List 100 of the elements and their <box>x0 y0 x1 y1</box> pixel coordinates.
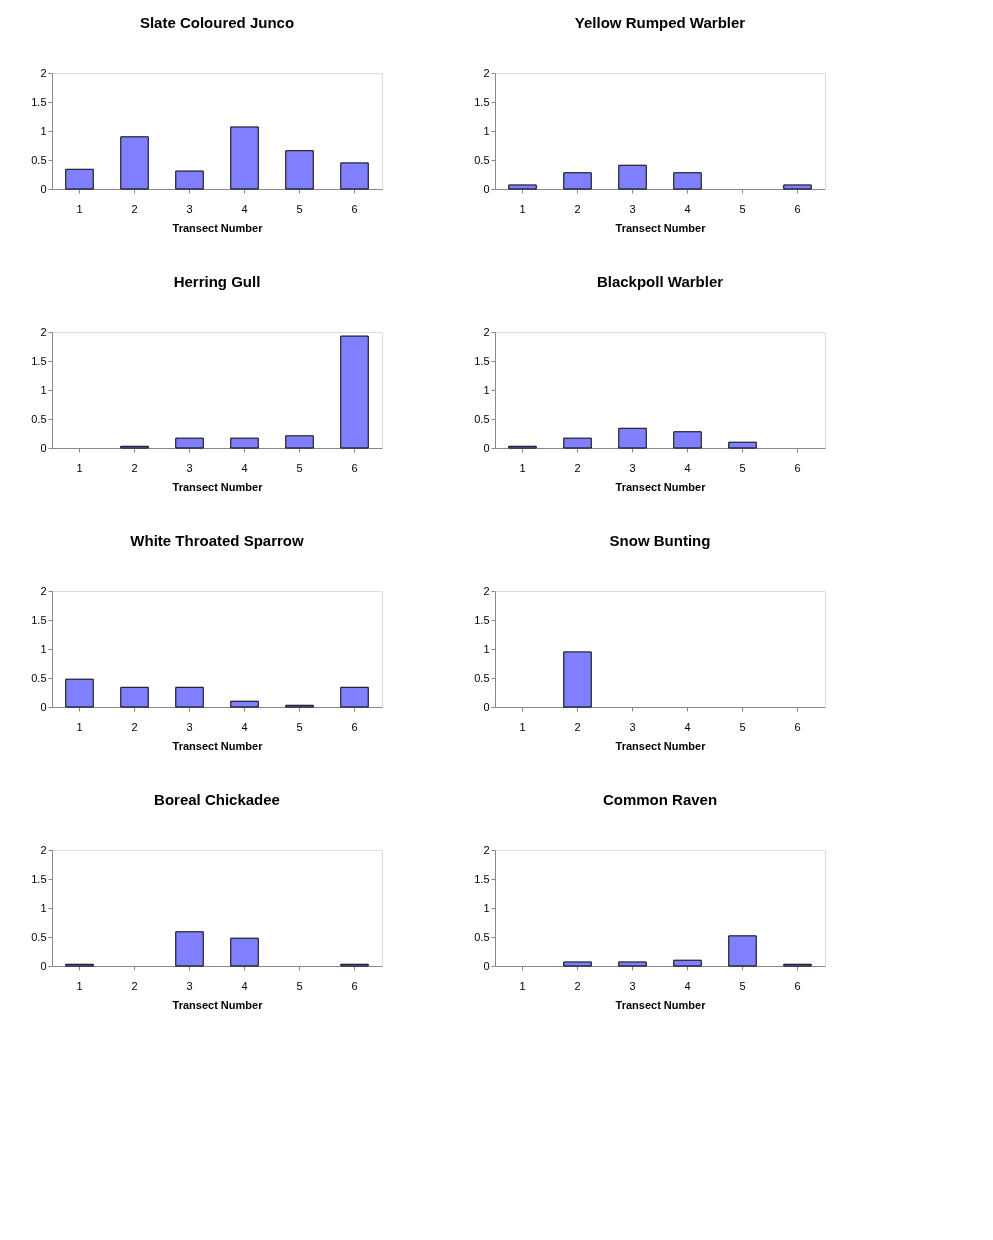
y-tick-label: 1.5 <box>31 613 47 626</box>
bar <box>230 937 259 967</box>
chart-title: Herring Gull <box>173 273 261 290</box>
x-tick-label: 4 <box>684 979 691 992</box>
x-tick-label: 2 <box>574 461 581 474</box>
x-tick-label: 5 <box>739 720 746 733</box>
x-tick-label: 5 <box>296 461 303 474</box>
bar <box>728 441 757 449</box>
bar <box>618 961 647 967</box>
x-tick-label: 3 <box>186 202 193 215</box>
x-tick-label: 4 <box>684 202 691 215</box>
y-tick-label: 1.5 <box>474 354 490 367</box>
x-tick-label: 3 <box>629 461 636 474</box>
bar <box>673 431 702 449</box>
chart-title: Snow Bunting <box>609 532 711 549</box>
x-tick-label: 2 <box>574 720 581 733</box>
y-tick-label: 1 <box>483 642 490 655</box>
bar <box>563 961 592 967</box>
y-tick-label: 2 <box>40 843 47 856</box>
y-tick-label: 1.5 <box>31 354 47 367</box>
x-tick-label: 1 <box>76 461 83 474</box>
x-tick-label: 1 <box>76 202 83 215</box>
chart-title: Yellow Rumped Warbler <box>574 14 746 31</box>
y-tick-label: 0.5 <box>31 930 47 943</box>
y-tick-label: 1 <box>40 901 47 914</box>
chart-title: Common Raven <box>602 791 718 808</box>
y-tick-label: 0 <box>483 700 490 713</box>
x-tick-label: 2 <box>131 720 138 733</box>
bar <box>673 172 702 190</box>
x-axis-title: Transect Number <box>615 739 707 752</box>
x-tick-label: 4 <box>684 720 691 733</box>
y-tick-label: 0.5 <box>474 671 490 684</box>
y-tick-label: 1.5 <box>474 872 490 885</box>
x-tick-label: 6 <box>351 202 358 215</box>
y-tick-label: 0 <box>40 959 47 972</box>
bar <box>120 686 149 708</box>
bar <box>65 678 94 708</box>
x-tick-label: 5 <box>739 202 746 215</box>
y-tick-label: 1 <box>40 642 47 655</box>
y-tick-label: 1 <box>483 383 490 396</box>
bar <box>175 686 204 708</box>
x-axis-title: Transect Number <box>615 998 707 1011</box>
bar <box>230 126 259 190</box>
x-tick-label: 2 <box>574 979 581 992</box>
chart-title: Blackpoll Warbler <box>596 273 724 290</box>
y-tick-label: 1.5 <box>474 95 490 108</box>
bar <box>230 437 259 449</box>
y-tick-label: 2 <box>40 325 47 338</box>
x-tick-label: 1 <box>519 202 526 215</box>
y-tick-label: 0 <box>40 700 47 713</box>
x-tick-label: 2 <box>131 202 138 215</box>
x-tick-label: 1 <box>519 979 526 992</box>
x-tick-label: 6 <box>794 979 801 992</box>
y-tick-label: 0.5 <box>31 412 47 425</box>
bar <box>508 184 537 190</box>
y-tick-label: 2 <box>483 66 490 79</box>
bar <box>230 700 259 708</box>
bar <box>618 427 647 449</box>
bar <box>175 437 204 449</box>
bar <box>175 170 204 190</box>
y-tick-label: 2 <box>483 325 490 338</box>
x-tick-label: 2 <box>574 202 581 215</box>
bar <box>563 172 592 190</box>
bar <box>120 136 149 190</box>
x-tick-label: 5 <box>296 979 303 992</box>
y-tick-label: 0 <box>40 182 47 195</box>
y-tick-label: 1 <box>40 124 47 137</box>
x-tick-label: 3 <box>629 202 636 215</box>
y-tick-label: 0.5 <box>474 412 490 425</box>
x-tick-label: 3 <box>629 720 636 733</box>
x-tick-label: 6 <box>794 720 801 733</box>
y-tick-label: 2 <box>40 66 47 79</box>
bar <box>563 437 592 449</box>
x-tick-label: 6 <box>794 461 801 474</box>
x-tick-label: 3 <box>186 979 193 992</box>
x-tick-label: 3 <box>186 720 193 733</box>
x-axis-title: Transect Number <box>172 480 264 493</box>
x-axis-title: Transect Number <box>172 221 264 234</box>
chart-title: Slate Coloured Junco <box>139 14 295 31</box>
bar <box>673 959 702 967</box>
x-tick-label: 4 <box>241 461 248 474</box>
x-tick-label: 4 <box>241 979 248 992</box>
y-tick-label: 1.5 <box>31 95 47 108</box>
x-tick-label: 5 <box>296 720 303 733</box>
x-tick-label: 1 <box>76 720 83 733</box>
bar <box>728 935 757 967</box>
chart-title: Boreal Chickadee <box>154 791 280 808</box>
x-axis-title: Transect Number <box>172 739 264 752</box>
x-tick-label: 1 <box>76 979 83 992</box>
y-tick-label: 0.5 <box>31 671 47 684</box>
x-tick-label: 1 <box>519 461 526 474</box>
y-tick-label: 0 <box>483 441 490 454</box>
x-tick-label: 1 <box>519 720 526 733</box>
x-tick-label: 4 <box>241 720 248 733</box>
x-tick-label: 2 <box>131 461 138 474</box>
bar <box>285 150 314 190</box>
chart-title: White Throated Sparrow <box>130 532 304 549</box>
y-tick-label: 1.5 <box>474 613 490 626</box>
x-tick-label: 5 <box>739 979 746 992</box>
x-tick-label: 4 <box>241 202 248 215</box>
